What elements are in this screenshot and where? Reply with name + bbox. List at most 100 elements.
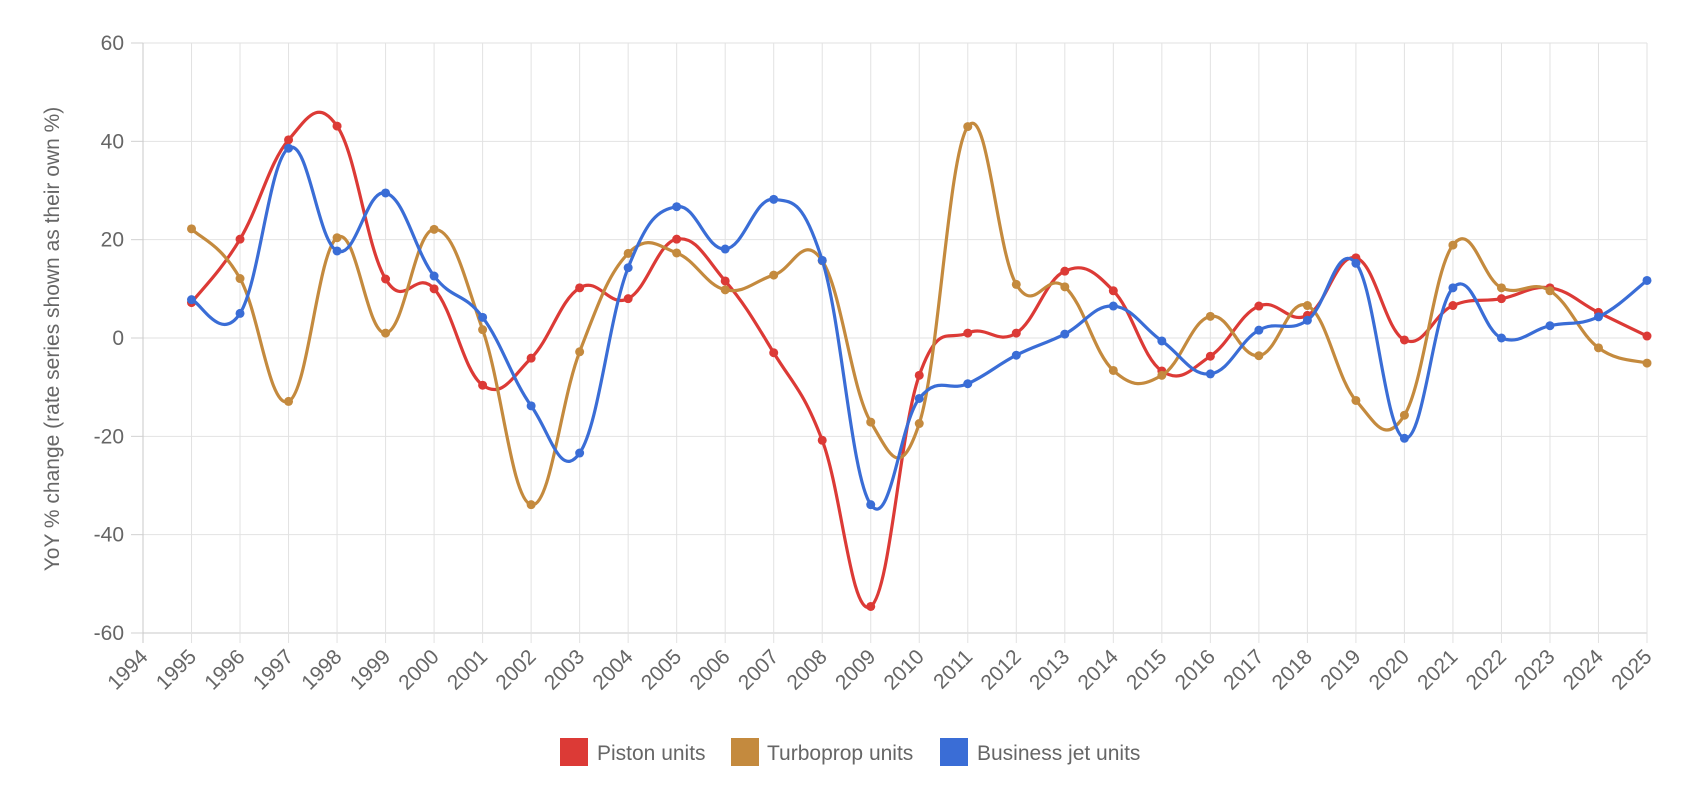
data-point[interactable] (575, 283, 585, 293)
data-point[interactable] (187, 224, 197, 234)
data-point[interactable] (1302, 315, 1312, 325)
legend-item[interactable]: Piston units (560, 738, 706, 766)
data-point[interactable] (623, 263, 633, 273)
data-point[interactable] (672, 234, 682, 244)
data-point[interactable] (235, 234, 245, 244)
data-point[interactable] (1060, 282, 1070, 292)
data-point[interactable] (1642, 275, 1652, 285)
data-point[interactable] (1254, 301, 1264, 311)
data-point[interactable] (769, 194, 779, 204)
data-point[interactable] (1545, 286, 1555, 296)
data-point[interactable] (1060, 266, 1070, 276)
data-point[interactable] (235, 308, 245, 318)
data-point[interactable] (1205, 311, 1215, 321)
data-point[interactable] (720, 244, 730, 254)
data-point[interactable] (1011, 350, 1021, 360)
data-point[interactable] (1254, 351, 1264, 361)
data-point[interactable] (429, 271, 439, 281)
data-point[interactable] (963, 122, 973, 132)
y-tick-label: 40 (101, 130, 124, 153)
data-point[interactable] (1011, 328, 1021, 338)
data-point[interactable] (526, 401, 536, 411)
data-point[interactable] (332, 246, 342, 256)
legend-item[interactable]: Business jet units (940, 738, 1140, 766)
series-business-jet-units (187, 143, 1652, 511)
data-point[interactable] (1108, 301, 1118, 311)
data-point[interactable] (429, 284, 439, 294)
data-point[interactable] (526, 353, 536, 363)
x-tick-label: 2003 (540, 645, 589, 694)
data-point[interactable] (1205, 369, 1215, 379)
data-point[interactable] (1399, 410, 1409, 420)
data-point[interactable] (866, 500, 876, 510)
data-point[interactable] (478, 325, 488, 335)
data-point[interactable] (914, 393, 924, 403)
data-point[interactable] (1448, 240, 1458, 250)
data-point[interactable] (817, 435, 827, 445)
data-point[interactable] (1399, 433, 1409, 443)
data-point[interactable] (1157, 336, 1167, 346)
data-point[interactable] (1351, 258, 1361, 268)
data-point[interactable] (866, 601, 876, 611)
data-point[interactable] (187, 295, 197, 305)
legend-item[interactable]: Turboprop units (731, 738, 913, 766)
data-point[interactable] (235, 274, 245, 284)
data-point[interactable] (1302, 301, 1312, 311)
data-point[interactable] (914, 419, 924, 429)
data-point[interactable] (963, 379, 973, 389)
data-point[interactable] (1496, 294, 1506, 304)
x-tick-label: 2020 (1365, 645, 1414, 694)
data-point[interactable] (672, 248, 682, 258)
data-point[interactable] (575, 448, 585, 458)
data-point[interactable] (914, 370, 924, 380)
x-tick-label: 2007 (734, 645, 783, 694)
data-point[interactable] (1593, 312, 1603, 322)
data-point[interactable] (866, 417, 876, 427)
data-point[interactable] (1448, 301, 1458, 311)
data-point[interactable] (284, 396, 294, 406)
data-point[interactable] (332, 121, 342, 131)
data-point[interactable] (720, 276, 730, 286)
data-point[interactable] (1108, 365, 1118, 375)
data-point[interactable] (769, 348, 779, 358)
data-point[interactable] (1011, 279, 1021, 289)
data-point[interactable] (720, 285, 730, 295)
x-tick-label: 2021 (1413, 645, 1462, 694)
data-point[interactable] (332, 233, 342, 243)
data-point[interactable] (1496, 333, 1506, 343)
data-point[interactable] (1642, 358, 1652, 368)
data-point[interactable] (672, 202, 682, 212)
data-point[interactable] (284, 143, 294, 153)
data-point[interactable] (1205, 351, 1215, 361)
data-point[interactable] (1254, 325, 1264, 335)
data-point[interactable] (381, 188, 391, 198)
data-point[interactable] (1399, 335, 1409, 345)
data-point[interactable] (1593, 343, 1603, 353)
data-point[interactable] (1448, 283, 1458, 293)
data-point[interactable] (1545, 321, 1555, 331)
data-point[interactable] (381, 274, 391, 284)
data-point[interactable] (575, 347, 585, 357)
data-point[interactable] (1157, 370, 1167, 380)
data-point[interactable] (623, 248, 633, 258)
data-point[interactable] (1496, 283, 1506, 293)
data-point[interactable] (1642, 331, 1652, 341)
data-point[interactable] (1108, 286, 1118, 296)
data-point[interactable] (478, 312, 488, 322)
data-point[interactable] (429, 224, 439, 234)
x-tick-label: 2017 (1219, 645, 1268, 694)
data-point[interactable] (769, 270, 779, 280)
data-point[interactable] (1060, 329, 1070, 339)
data-point[interactable] (478, 380, 488, 390)
data-point[interactable] (817, 255, 827, 265)
legend-label: Piston units (597, 742, 706, 765)
x-tick-label: 2012 (977, 645, 1026, 694)
legend[interactable]: Piston units Turboprop units Business jet … (560, 738, 1140, 766)
data-point[interactable] (381, 328, 391, 338)
data-point[interactable] (526, 500, 536, 510)
data-point[interactable] (1351, 395, 1361, 405)
data-point[interactable] (284, 135, 294, 145)
data-point[interactable] (623, 294, 633, 304)
data-point[interactable] (963, 328, 973, 338)
